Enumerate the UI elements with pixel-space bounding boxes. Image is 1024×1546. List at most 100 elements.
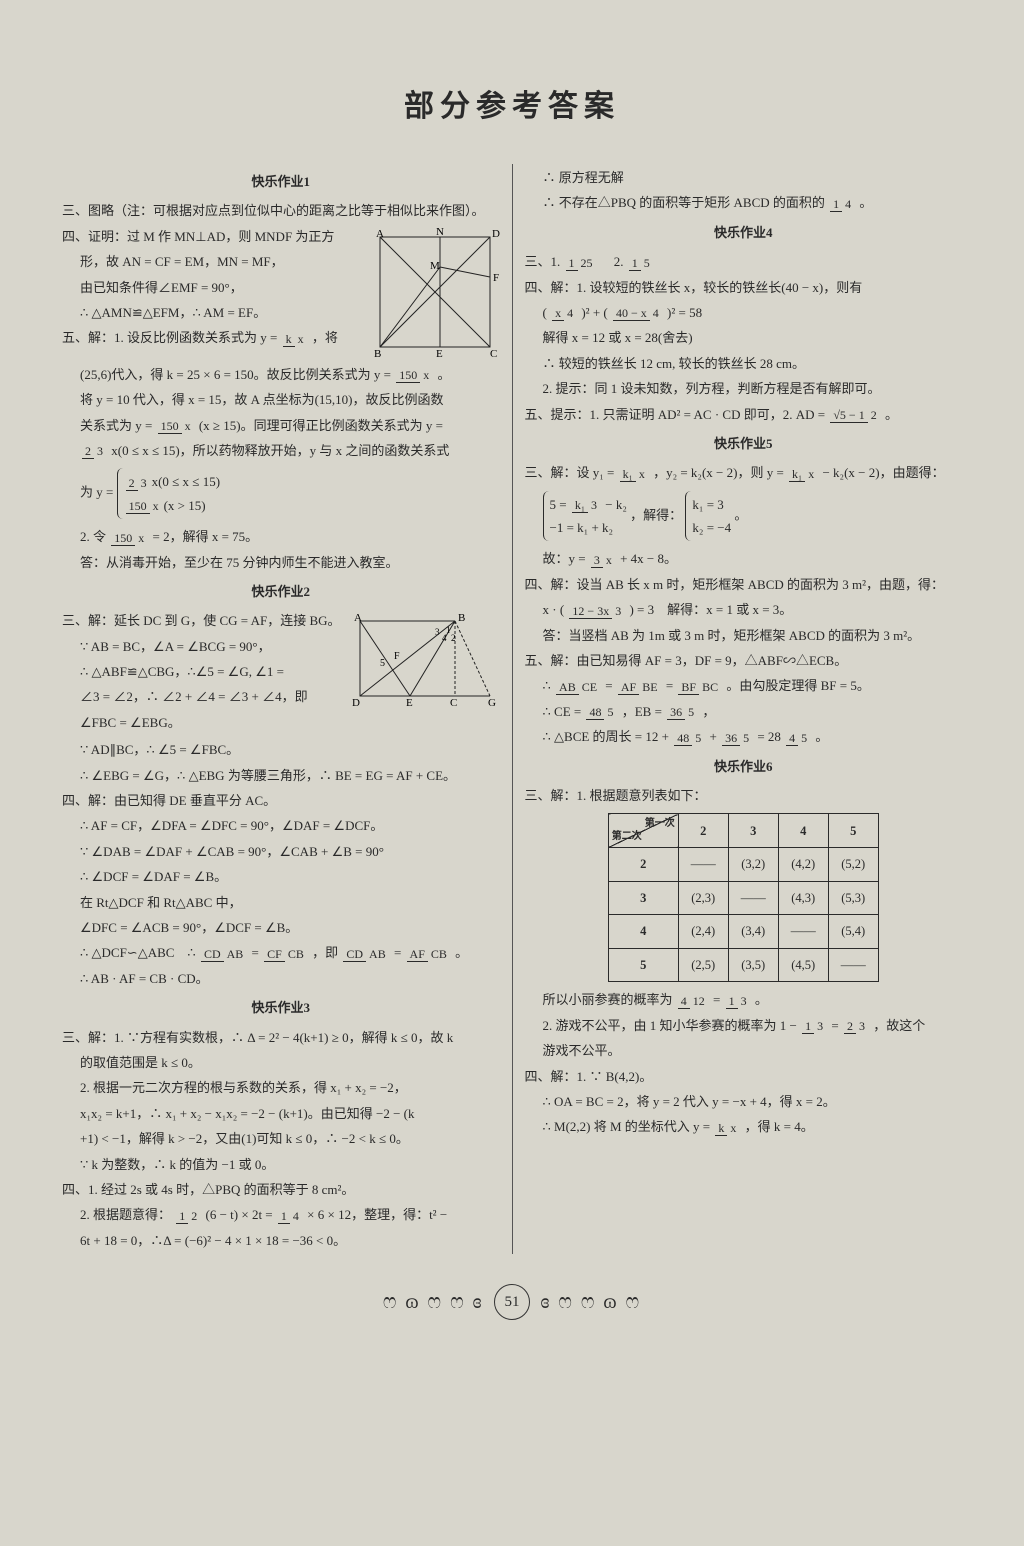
t: )² + ( — [581, 305, 607, 320]
text: 三、解：1. 根据题意列表如下： — [525, 784, 963, 807]
fraction: BFBC — [678, 681, 721, 694]
page-title: 部分参考答案 — [50, 80, 974, 134]
text: ∴ ∠EBG = ∠G，∴ △EBG 为等腰三角形，∴ BE = EG = AF… — [62, 764, 500, 787]
t: 5 = — [550, 497, 570, 512]
t: 。由勾股定理得 BF = 5。 — [726, 678, 869, 693]
text: 四、解：由已知得 DE 垂直平分 AC。 — [62, 789, 500, 812]
fraction: 485 — [674, 732, 704, 745]
system: 5 = k₁3 − k₂ −1 = k₁ + k₂ ，解得： k₁ = 3 k₂… — [525, 487, 963, 546]
fraction: AFCB — [407, 948, 450, 961]
td: (2,4) — [678, 915, 728, 949]
td: (5,3) — [828, 881, 878, 915]
td: —— — [728, 881, 778, 915]
text: (25,6)代入，得 k = 25 × 6 = 150。故反比例关系式为 y =… — [62, 363, 500, 386]
t: (x ≥ 15)。同理可得正比例函数关系式为 y = — [199, 418, 443, 433]
svg-text:F: F — [493, 272, 499, 284]
td: (4,2) — [778, 848, 828, 882]
svg-text:B: B — [374, 348, 381, 357]
fraction: 485 — [586, 706, 616, 719]
svg-text:E: E — [406, 697, 413, 709]
t: ，EB = — [622, 704, 665, 719]
text: 故：y = 3x + 4x − 8。 — [525, 547, 963, 570]
page-number: 51 — [494, 1284, 530, 1320]
figure-1: A N D M F B E C — [370, 227, 500, 357]
t: ( — [543, 305, 547, 320]
t: = 2，解得 x = 75。 — [153, 529, 259, 544]
t: + — [709, 729, 720, 744]
t: 2. 根据题意得： — [80, 1207, 171, 1222]
text: 游戏不公平。 — [525, 1039, 963, 1062]
text: 三、解：1. ∵方程有实数根，∴ Δ = 2² − 4(k+1) ≥ 0，解得 … — [62, 1026, 500, 1049]
fraction: AFBE — [618, 681, 661, 694]
td: (2,5) — [678, 948, 728, 982]
text: 三、解：设 y₁ = k₁x ，y₂ = k₂(x − 2)，则 y = k₁x… — [525, 461, 963, 484]
text: 2. 令 150x = 2，解得 x = 75。 — [62, 525, 500, 548]
svg-text:5: 5 — [380, 658, 385, 669]
text: 2. 游戏不公平，由 1 知小华参赛的概率为 1 − 13 = 23 ，故这个 — [525, 1014, 963, 1037]
t: 为 y = — [80, 485, 113, 500]
t: − k₂(x − 2)，由题得： — [822, 465, 944, 480]
t: ，故这个 — [873, 1018, 925, 1033]
t: 关系式为 y = — [80, 418, 156, 433]
t: 第一次 — [645, 815, 675, 833]
fraction: 125 — [566, 257, 596, 270]
fraction: 365 — [667, 706, 697, 719]
t: = 28 — [757, 729, 781, 744]
footer-deco-icon: ෆ ɷ ෆ ෆ ɞ — [383, 1291, 484, 1313]
svg-text:C: C — [450, 697, 457, 709]
table-diag-header: 第一次 第二次 — [608, 814, 678, 848]
t: 。 — [455, 945, 468, 960]
fraction: 14 — [830, 198, 854, 211]
svg-text:3: 3 — [435, 627, 440, 637]
fraction: 150x — [126, 500, 162, 513]
text: ∵ k 为整数，∴ k 的值为 −1 或 0。 — [62, 1153, 500, 1176]
t: 第二次 — [612, 828, 642, 846]
fraction: kx — [715, 1122, 739, 1135]
t: ∴ 不存在△PBQ 的面积等于矩形 ABCD 的面积的 — [543, 195, 825, 210]
text: ∴ ABCE = AFBE = BFBC 。由勾股定理得 BF = 5。 — [525, 674, 963, 697]
t: ∴ △BCE 的周长 = 12 + — [543, 729, 673, 744]
t: x(0 ≤ x ≤ 15)，所以药物释放开始，y 与 x 之间的函数关系式 — [111, 443, 449, 458]
section-head-4: 快乐作业4 — [525, 221, 963, 244]
table-row: 4 (2,4) (3,4) —— (5,4) — [608, 915, 878, 949]
t: ，得 k = 4。 — [745, 1119, 814, 1134]
fraction: 365 — [722, 732, 752, 745]
text: ∠FBC = ∠EBG。 — [62, 711, 500, 734]
fraction: CDAB — [343, 948, 388, 961]
fraction: 12 — [176, 1210, 200, 1223]
t: 。 — [734, 507, 747, 522]
text: 23 x(0 ≤ x ≤ 15)，所以药物释放开始，y 与 x 之间的函数关系式 — [62, 439, 500, 462]
text: ∴ △DCF∽△ABC ∴ CDAB = CFCB ，即 CDAB = AFCB… — [62, 941, 500, 964]
th: 5 — [608, 948, 678, 982]
td: (4,5) — [778, 948, 828, 982]
t: = — [713, 992, 724, 1007]
fraction: 14 — [278, 1210, 302, 1223]
text: ∴ △BCE 的周长 = 12 + 485 + 365 = 28 45 。 — [525, 725, 963, 748]
section-head-1: 快乐作业1 — [62, 170, 500, 193]
t: ，将 — [312, 330, 338, 345]
text: ∴ 较短的铁丝长 12 cm, 较长的铁丝长 28 cm。 — [525, 352, 963, 375]
text: 2. 提示：同 1 设未知数，列方程，判断方程是否有解即可。 — [525, 377, 963, 400]
left-column: 快乐作业1 三、图略（注：可根据对应点到位似中心的距离之比等于相似比来作图）。 … — [50, 164, 513, 1254]
svg-text:A: A — [376, 228, 384, 240]
t: ，解得： — [630, 507, 682, 522]
td: (5,2) — [828, 848, 878, 882]
th: 4 — [778, 814, 828, 848]
th: 2 — [678, 814, 728, 848]
td: —— — [828, 948, 878, 982]
fraction: √5 − 12 — [830, 409, 879, 422]
text: +1) < −1，解得 k > −2，又由(1)可知 k ≤ 0，∴ −2 < … — [62, 1127, 500, 1150]
th: 4 — [608, 915, 678, 949]
section-head-5: 快乐作业5 — [525, 432, 963, 455]
table-row: 5 (2,5) (3,5) (4,5) —— — [608, 948, 878, 982]
t: 所以小丽参赛的概率为 — [543, 992, 673, 1007]
t: k₁ = 3 — [692, 493, 731, 516]
probability-table: 第一次 第二次 2 3 4 5 2 —— (3,2) (4,2) (5,2) 3… — [608, 813, 879, 982]
text: 的取值范围是 k ≤ 0。 — [62, 1051, 500, 1074]
t: − k₂ — [602, 497, 627, 512]
svg-text:G: G — [488, 697, 496, 709]
th: 5 — [828, 814, 878, 848]
t: 2. 游戏不公平，由 1 知小华参赛的概率为 1 − — [543, 1018, 801, 1033]
t: x · ( — [543, 602, 565, 617]
text: 2. 根据一元二次方程的根与系数的关系，得 x₁ + x₂ = −2， — [62, 1076, 500, 1099]
